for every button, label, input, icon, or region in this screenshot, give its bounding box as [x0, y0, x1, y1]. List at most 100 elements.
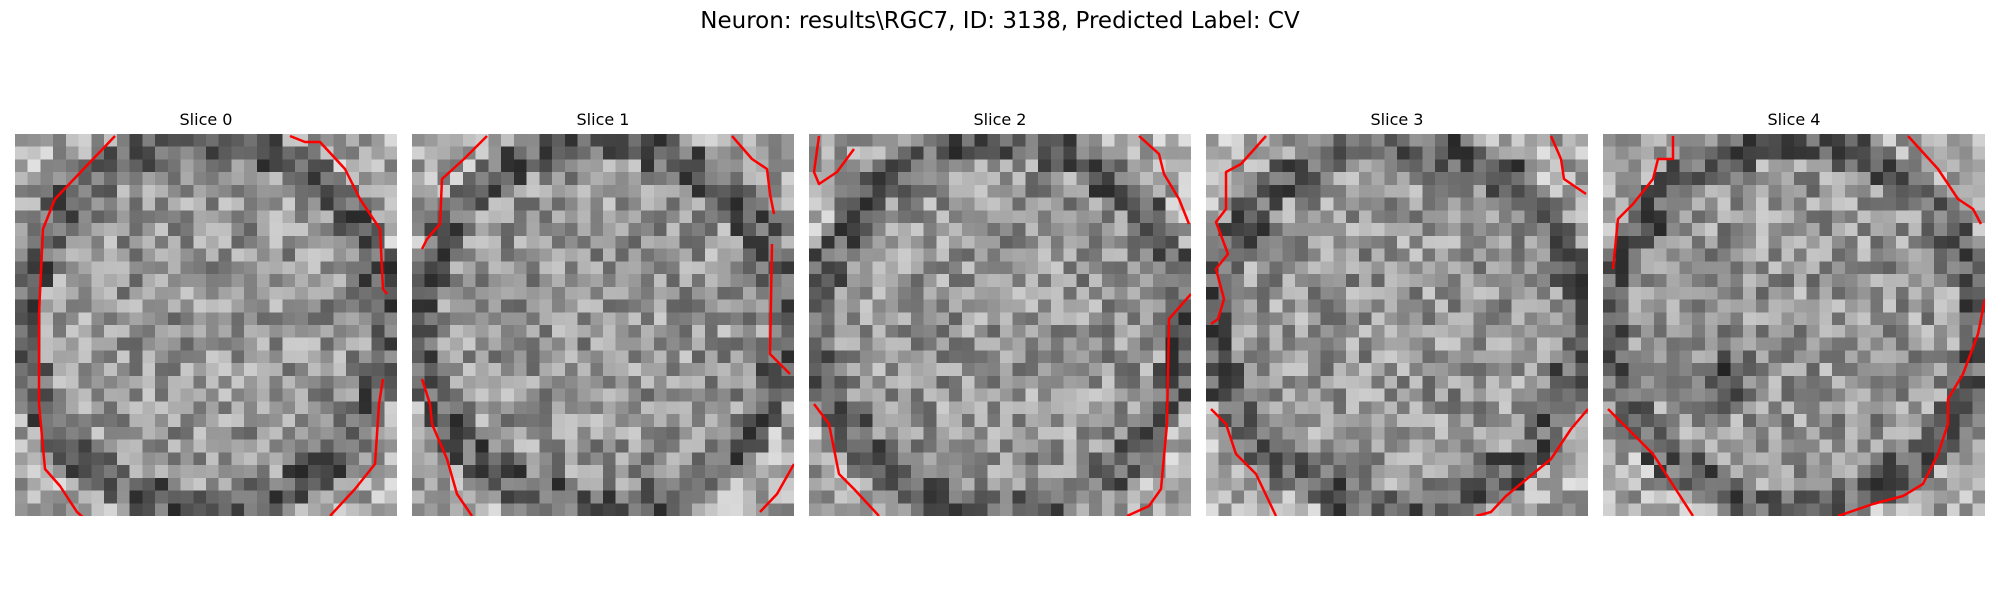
pixel-cell — [653, 184, 667, 198]
pixel-cell — [923, 325, 937, 339]
pixel-cell — [116, 274, 130, 288]
pixel-cell — [450, 414, 464, 428]
pixel-cell — [1524, 197, 1538, 211]
pixel-cell — [424, 363, 438, 377]
pixel-cell — [974, 414, 988, 428]
pixel-cell — [1206, 375, 1220, 389]
pixel-cell — [1206, 325, 1220, 339]
pixel-cell — [104, 261, 118, 275]
pixel-cell — [218, 134, 232, 148]
pixel-cell — [552, 503, 566, 516]
pixel-cell — [1038, 388, 1052, 402]
pixel-cell — [1012, 299, 1026, 313]
pixel-cell — [1165, 286, 1179, 300]
pixel-cell — [1768, 401, 1782, 415]
pixel-cell — [320, 375, 334, 389]
pixel-cell — [1101, 312, 1115, 326]
pixel-cell — [129, 350, 143, 364]
pixel-cell — [1127, 210, 1141, 224]
pixel-cell — [1908, 235, 1922, 249]
pixel-cell — [1511, 184, 1525, 198]
pixel-cell — [1946, 503, 1960, 516]
pixel-cell — [256, 223, 270, 237]
pixel-cell — [717, 146, 731, 160]
pixel-cell — [1486, 375, 1500, 389]
pixel-cell — [53, 312, 67, 326]
pixel-cell — [256, 388, 270, 402]
pixel-cell — [1050, 261, 1064, 275]
pixel-cell — [424, 172, 438, 186]
pixel-cell — [603, 439, 617, 453]
pixel-cell — [1447, 134, 1461, 148]
pixel-cell — [1435, 363, 1449, 377]
pixel-cell — [1140, 325, 1154, 339]
pixel-cell — [1692, 325, 1706, 339]
pixel-cell — [1537, 159, 1551, 173]
pixel-cell — [679, 465, 693, 479]
pixel-cell — [1921, 375, 1935, 389]
pixel-cell — [1025, 299, 1039, 313]
pixel-cell — [1244, 274, 1258, 288]
pixel-cell — [1615, 261, 1629, 275]
pixel-cell — [269, 261, 283, 275]
pixel-cell — [974, 465, 988, 479]
pixel-cell — [666, 261, 680, 275]
pixel-cell — [577, 426, 591, 440]
pixel-cell — [949, 223, 963, 237]
pixel-cell — [1819, 146, 1833, 160]
pixel-cell — [27, 248, 41, 262]
slice-title-3: Slice 3 — [1370, 110, 1424, 129]
pixel-cell — [65, 286, 79, 300]
pixel-cell — [692, 414, 706, 428]
pixel-cell — [129, 184, 143, 198]
pixel-cell — [1473, 414, 1487, 428]
pixel-cell — [1282, 337, 1296, 351]
pixel-cell — [1717, 159, 1731, 173]
pixel-cell — [437, 286, 451, 300]
pixel-cell — [244, 134, 258, 148]
pixel-cell — [206, 159, 220, 173]
pixel-cell — [1422, 172, 1436, 186]
pixel-cell — [104, 375, 118, 389]
pixel-cell — [1346, 350, 1360, 364]
pixel-cell — [1768, 388, 1782, 402]
pixel-cell — [1371, 172, 1385, 186]
pixel-cell — [641, 223, 655, 237]
pixel-cell — [1244, 172, 1258, 186]
pixel-cell — [1000, 426, 1014, 440]
pixel-cell — [104, 286, 118, 300]
pixel-cell — [1575, 490, 1588, 504]
pixel-cell — [641, 172, 655, 186]
pixel-cell — [1498, 286, 1512, 300]
pixel-cell — [1883, 337, 1897, 351]
pixel-cell — [885, 286, 899, 300]
pixel-cell — [1282, 312, 1296, 326]
pixel-cell — [1089, 197, 1103, 211]
pixel-cell — [743, 388, 757, 402]
pixel-cell — [834, 184, 848, 198]
pixel-cell — [743, 439, 757, 453]
pixel-cell — [1320, 503, 1334, 516]
pixel-cell — [384, 134, 397, 148]
pixel-cell — [717, 477, 731, 491]
pixel-cell — [1870, 465, 1884, 479]
pixel-cell — [1704, 337, 1718, 351]
pixel-cell — [1934, 146, 1948, 160]
pixel-cell — [53, 159, 67, 173]
pixel-cell — [1218, 312, 1232, 326]
pixel-cell — [704, 414, 718, 428]
pixel-cell — [885, 414, 899, 428]
pixel-cell — [1666, 312, 1680, 326]
pixel-cell — [603, 274, 617, 288]
pixel-cell — [1524, 465, 1538, 479]
pixel-cell — [1537, 172, 1551, 186]
pixel-cell — [437, 375, 451, 389]
pixel-cell — [1127, 261, 1141, 275]
pixel-cell — [577, 363, 591, 377]
pixel-cell — [295, 439, 309, 453]
pixel-cell — [269, 388, 283, 402]
pixel-cell — [1615, 184, 1629, 198]
pixel-cell — [231, 248, 245, 262]
pixel-cell — [424, 375, 438, 389]
pixel-cell — [488, 286, 502, 300]
